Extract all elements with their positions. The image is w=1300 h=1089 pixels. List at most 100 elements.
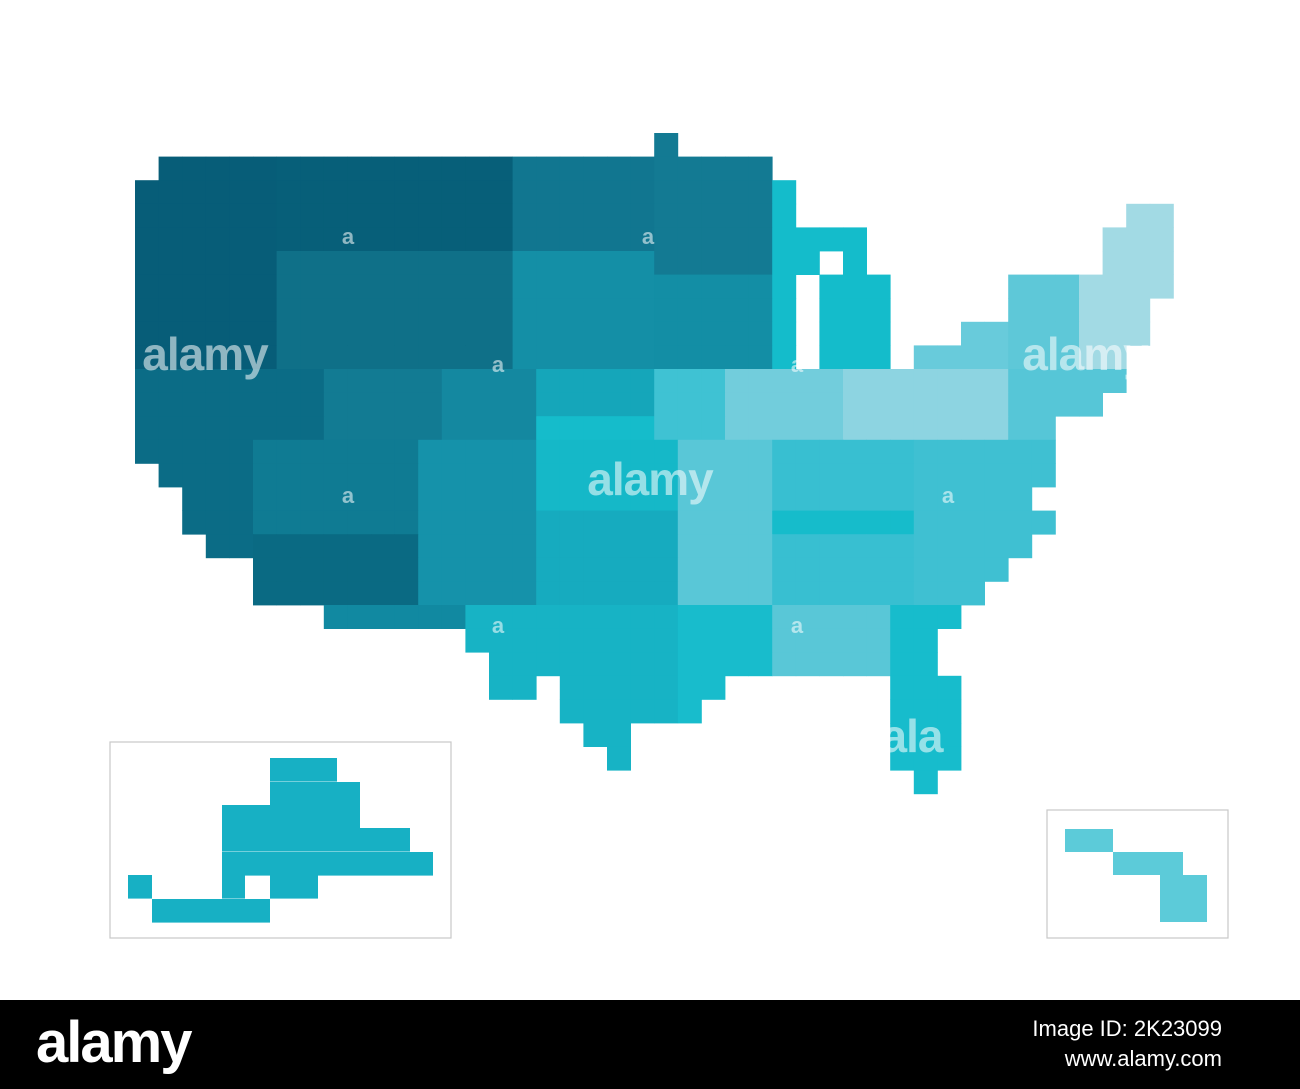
- map-cell: [937, 369, 962, 393]
- map-cell: [536, 203, 561, 228]
- map-cell: [890, 369, 915, 393]
- map-cell: [630, 581, 655, 606]
- map-cell: [630, 274, 655, 299]
- map-cell: [300, 274, 325, 299]
- map-cell: [1031, 345, 1056, 370]
- map-cell: [890, 605, 915, 629]
- map-cell: [607, 652, 631, 677]
- map-cell: [465, 180, 490, 205]
- map-cell: [583, 652, 608, 677]
- map-cell: [961, 321, 985, 346]
- map-cell: [961, 392, 985, 417]
- map-cell: [725, 203, 749, 228]
- map-cell: [913, 487, 938, 511]
- map-cell: [1055, 369, 1080, 393]
- map-cell: [725, 463, 749, 488]
- map-cell: [489, 227, 513, 252]
- map-cell: [701, 180, 726, 205]
- map-cell: [725, 557, 749, 582]
- map-cell: [465, 487, 490, 511]
- map-cell: [465, 227, 490, 252]
- map-cell: [866, 581, 891, 606]
- map-cell: [890, 723, 915, 747]
- watermark: alamy: [1022, 328, 1149, 380]
- map-cell: [819, 298, 844, 323]
- map-cell: [866, 463, 891, 488]
- map-cell: [913, 534, 938, 559]
- map-cell: [418, 557, 443, 582]
- map-cell: [772, 581, 797, 606]
- map-cell: [583, 392, 608, 417]
- map-cell: [489, 274, 513, 299]
- map-cell: [347, 298, 372, 323]
- map-cell: [937, 534, 962, 559]
- map-cell: [772, 251, 797, 275]
- map-cell: [819, 628, 844, 653]
- map-cell: [182, 321, 207, 346]
- map-cell: [371, 156, 395, 181]
- map-cell: [1031, 463, 1056, 488]
- map-cell: [654, 227, 679, 252]
- map-cell: [253, 510, 277, 535]
- map-cell: [441, 298, 466, 323]
- map-cell: [253, 392, 277, 417]
- map-cell: [276, 510, 301, 535]
- map-cell: [961, 487, 985, 511]
- map-cell: [512, 463, 537, 488]
- map-cell: [795, 652, 820, 677]
- map-cell: [677, 180, 702, 205]
- map-cell: [323, 298, 348, 323]
- map-cell: [536, 628, 561, 653]
- map-cell: [135, 321, 159, 346]
- map-cell: [843, 487, 867, 511]
- map-cell: [677, 439, 702, 464]
- map-cell: [253, 534, 277, 559]
- map-cell: [701, 581, 726, 606]
- map-cell: [182, 203, 207, 228]
- map-cell: [772, 628, 797, 653]
- map-cell: [630, 628, 655, 653]
- map-cell: [347, 416, 372, 441]
- map-cell: [630, 156, 655, 181]
- map-cell: [182, 156, 207, 181]
- map-cell: [394, 605, 419, 629]
- alaska-cell: [270, 875, 318, 899]
- map-cell: [748, 557, 773, 582]
- map-cell: [205, 439, 230, 464]
- map-cell: [1126, 227, 1151, 252]
- map-cell: [253, 345, 277, 370]
- map-cell: [371, 369, 395, 393]
- map-cell: [866, 274, 891, 299]
- map-cell: [583, 463, 608, 488]
- map-cell: [772, 557, 797, 582]
- map-cell: [300, 557, 325, 582]
- map-cell: [748, 298, 773, 323]
- map-cell: [630, 369, 655, 393]
- map-cell: [630, 557, 655, 582]
- map-cell: [795, 487, 820, 511]
- map-cell: [701, 416, 726, 441]
- map-cell: [229, 203, 254, 228]
- map-cell: [465, 392, 490, 417]
- map-cell: [1149, 227, 1174, 252]
- map-cell: [819, 416, 844, 441]
- map-cell: [394, 534, 419, 559]
- map-cell: [725, 487, 749, 511]
- map-cell: [630, 298, 655, 323]
- map-cell: [300, 156, 325, 181]
- map-cell: [489, 392, 513, 417]
- map-cell: [819, 487, 844, 511]
- map-cell: [630, 416, 655, 441]
- map-cell: [843, 510, 867, 535]
- map-cell: [512, 227, 537, 252]
- map-cell: [725, 392, 749, 417]
- map-cell: [795, 605, 820, 629]
- map-cell: [961, 581, 985, 606]
- map-cell: [418, 251, 443, 275]
- map-cell: [913, 369, 938, 393]
- map-cell: [1008, 345, 1033, 370]
- map-cell: [819, 581, 844, 606]
- map-cell: [1055, 298, 1080, 323]
- map-cell: [371, 392, 395, 417]
- map-cell: [465, 156, 490, 181]
